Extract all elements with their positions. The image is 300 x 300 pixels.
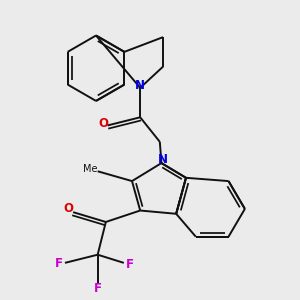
Text: F: F: [94, 282, 102, 295]
Text: F: F: [126, 258, 134, 271]
Text: O: O: [98, 117, 109, 130]
Text: N: N: [158, 153, 168, 166]
Text: F: F: [55, 257, 63, 270]
Text: O: O: [63, 202, 73, 215]
Text: Me: Me: [83, 164, 98, 174]
Text: N: N: [135, 79, 145, 92]
